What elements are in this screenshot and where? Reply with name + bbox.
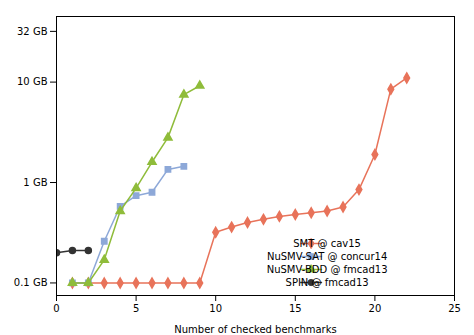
svg-text:10: 10 — [209, 303, 222, 314]
svg-text:32 GB: 32 GB — [17, 26, 48, 37]
svg-text:SPIN @ fmcad13: SPIN @ fmcad13 — [286, 277, 369, 288]
svg-text:15: 15 — [289, 303, 302, 314]
svg-text:Number of checked benchmarks: Number of checked benchmarks — [174, 324, 336, 335]
svg-text:20: 20 — [369, 303, 382, 314]
svg-text:0: 0 — [53, 303, 59, 314]
svg-text:0.1 GB: 0.1 GB — [14, 277, 48, 288]
svg-text:NuSMV-BDD @ fmcad13: NuSMV-BDD @ fmcad13 — [267, 264, 388, 275]
svg-text:5: 5 — [133, 303, 139, 314]
svg-text:NuSMV-SAT @ concur14: NuSMV-SAT @ concur14 — [267, 251, 387, 262]
svg-text:25: 25 — [448, 303, 461, 314]
svg-text:10 GB: 10 GB — [17, 76, 48, 87]
svg-text:1 GB: 1 GB — [23, 177, 47, 188]
svg-text:SMT @ cav15: SMT @ cav15 — [293, 238, 361, 249]
